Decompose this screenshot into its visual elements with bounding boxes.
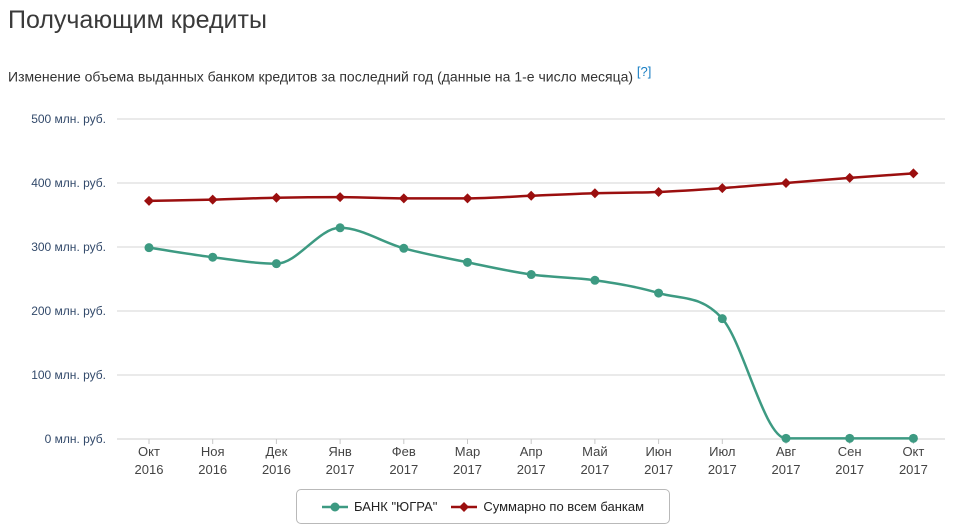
x-tick-label-month-2: Дек (266, 444, 288, 459)
x-tick-label-year-2: 2016 (262, 462, 291, 477)
x-tick-label-month-3: Янв (328, 444, 352, 459)
series-0-point-2 (271, 259, 281, 269)
series-1-point-11 (844, 172, 855, 183)
x-tick-label-month-12: Окт (902, 444, 924, 459)
x-tick-label-year-1: 2016 (198, 462, 227, 477)
series-0-point-8 (654, 288, 664, 298)
line-chart: 0 млн. руб. 100 млн. руб. 200 млн. руб. 300… (31, 112, 945, 477)
x-tick-label-month-8: Июн (645, 444, 671, 459)
y-tick-label-100: 100 млн. руб. (31, 368, 106, 382)
chart-subtitle: Изменение объема выданных банком кредито… (8, 64, 651, 85)
series-1-point-7 (589, 188, 600, 199)
x-tick-label-month-10: Авг (776, 444, 797, 459)
y-tick-label-400: 400 млн. руб. (31, 176, 106, 190)
grid-lines (117, 118, 945, 440)
help-link[interactable]: [?] (636, 64, 652, 79)
x-tick-label-year-10: 2017 (772, 462, 801, 477)
x-tick-label-year-0: 2016 (135, 462, 164, 477)
x-tick-label-month-1: Ноя (201, 444, 225, 459)
series-1-point-6 (526, 190, 537, 201)
series-0-point-6 (526, 270, 536, 280)
series-1-point-0 (144, 195, 154, 206)
x-tick-label-year-3: 2017 (326, 462, 355, 477)
x-tick-label-month-7: Май (582, 444, 607, 459)
series-line-0 (148, 226, 914, 440)
chart-legend: БАНК "ЮГРА" Суммарно по всем банкам (296, 489, 670, 524)
series-0-point-3 (335, 223, 345, 233)
legend-marker-total (451, 501, 478, 512)
x-tick-label-month-4: Фев (392, 444, 416, 459)
x-tick-label-month-0: Окт (138, 444, 160, 459)
y-axis-ticks: 0 млн. руб. 100 млн. руб. 200 млн. руб. 300… (31, 112, 106, 446)
x-tick-label-year-9: 2017 (708, 462, 737, 477)
y-tick-label-0: 0 млн. руб. (45, 432, 106, 446)
series-1-point-3 (335, 192, 346, 203)
x-axis-ticks: Окт 2016 Ноя 2016 Дек 2016 Янв 2017 Фев 2017 Мар 20… (135, 439, 928, 477)
x-tick-label-month-11: Сен (838, 444, 862, 459)
series-0-point-9 (717, 314, 727, 324)
series-1-point-10 (781, 178, 791, 188)
x-tick-label-year-4: 2017 (389, 462, 418, 477)
legend-item-bank[interactable]: БАНК "ЮГРА" (321, 499, 438, 514)
y-tick-label-500: 500 млн. руб. (31, 112, 106, 126)
legend-label-total: Суммарно по всем банкам (483, 499, 645, 514)
x-tick-label-month-6: Апр (520, 444, 543, 459)
page-title: Получающим кредиты (8, 6, 267, 34)
series-0-point-1 (208, 252, 218, 262)
chart-subtitle-text: Изменение объема выданных банком кредито… (8, 68, 634, 85)
y-tick-label-200: 200 млн. руб. (31, 304, 106, 318)
x-tick-label-year-12: 2017 (899, 462, 928, 477)
series-1-point-8 (653, 186, 664, 197)
x-tick-label-year-11: 2017 (835, 462, 864, 477)
series-1-point-1 (207, 194, 218, 205)
series-0-point-0 (144, 243, 154, 253)
series-1-point-5 (462, 193, 473, 204)
x-tick-label-month-5: Мар (455, 444, 480, 459)
legend-item-total[interactable]: Суммарно по всем банкам (451, 499, 644, 514)
x-tick-label-month-9: Июл (709, 444, 735, 459)
series-group (144, 168, 919, 443)
x-tick-label-year-6: 2017 (517, 462, 546, 477)
series-1-point-4 (398, 193, 409, 204)
x-tick-label-year-5: 2017 (453, 462, 482, 477)
series-1-point-2 (271, 192, 282, 203)
legend-label-bank: БАНК "ЮГРА" (353, 499, 438, 514)
x-tick-label-year-7: 2017 (580, 462, 609, 477)
series-0-point-4 (399, 243, 409, 253)
series-1-point-9 (717, 183, 728, 194)
series-0-point-10 (781, 433, 791, 443)
legend-marker-bank (321, 502, 348, 511)
series-0-point-5 (463, 257, 472, 267)
series-0-point-12 (908, 433, 918, 443)
y-tick-label-300: 300 млн. руб. (31, 240, 106, 254)
series-0-point-7 (590, 275, 600, 285)
x-tick-label-year-8: 2017 (644, 462, 673, 477)
series-0-point-11 (845, 433, 855, 443)
series-1-point-12 (908, 168, 919, 179)
